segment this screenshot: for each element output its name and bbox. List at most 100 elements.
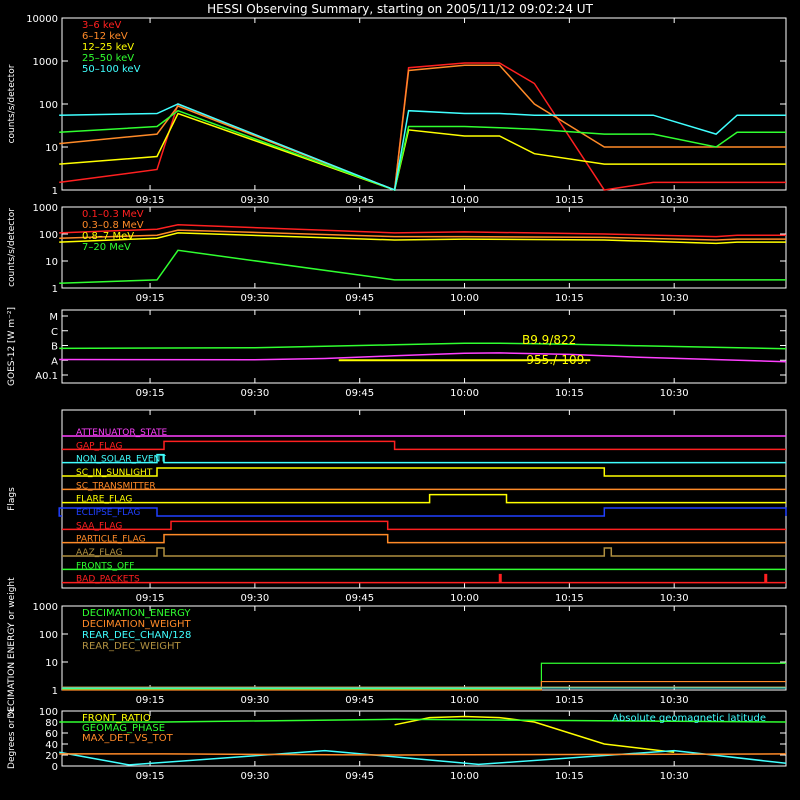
x-tick-label: 09:30 — [240, 771, 269, 782]
legend-entry: MAX_DET_VS_TOT — [82, 733, 174, 744]
y-tick-label: 1 — [52, 686, 58, 697]
y-tick-label: 10000 — [26, 14, 58, 25]
y-tick-label: 1000 — [33, 602, 58, 613]
legend-entry: Absolute geomagnetic latitude — [612, 713, 766, 724]
flag-line — [62, 467, 786, 477]
goes-line — [59, 342, 787, 350]
series-line — [59, 103, 786, 192]
y-axis-label: DECIMATION ENERGY or weight — [7, 577, 17, 719]
x-tick-label: 10:00 — [450, 388, 479, 399]
goes-annotation: B9.9/822 — [522, 333, 576, 347]
ratio-line — [59, 718, 787, 723]
legend-entry: 7–20 MeV — [82, 242, 131, 253]
y-tick-label: 100 — [39, 630, 58, 641]
legend-entry: FRONT_RATIO — [82, 713, 151, 724]
legend-entry: 0.1–0.3 MeV — [82, 209, 144, 220]
y-tick-label: 20 — [45, 751, 58, 762]
panel-low-energy: 09:15 09:30 09:45 10:00 10:15 10:30 counts/s/d… — [7, 14, 787, 206]
x-tick-label: 10:15 — [555, 388, 584, 399]
panel-goes: 09:15 09:30 09:45 10:00 10:15 10:30 GOES-12 [W… — [7, 307, 787, 399]
x-tick-label: 09:15 — [136, 593, 165, 604]
legend-entry: GEOMAG_PHASE — [82, 723, 165, 734]
y-axis-label: counts/s/detector — [7, 208, 17, 287]
legend-entry: 0.8–7 MeV — [82, 231, 134, 242]
panel-frame — [61, 409, 787, 589]
panel-high-energy: 09:15 09:30 09:45 10:00 10:15 10:30 counts/s/d… — [7, 203, 787, 304]
legend-entry: 50–100 keV — [82, 64, 141, 75]
flag-label: ATTENUATOR_STATE — [76, 428, 168, 438]
x-tick-label: 09:30 — [240, 593, 269, 604]
flag-label: ECLIPSE_FLAG — [76, 508, 140, 518]
x-tick-label: 09:30 — [240, 195, 269, 206]
x-tick-label: 10:00 — [450, 695, 479, 706]
flag-line — [62, 493, 786, 504]
panel-flags: 09:15 09:30 09:45 10:00 10:15 10:30 Flags ATTEN… — [7, 409, 787, 604]
x-tick-label: 10:15 — [555, 771, 584, 782]
x-tick-label: 09:15 — [136, 388, 165, 399]
flag-label: SC_IN_SUNLIGHT — [76, 468, 153, 478]
y-tick-label: A0.1 — [35, 371, 58, 382]
x-tick-label: 09:45 — [345, 195, 374, 206]
y-axis-label: Flags — [7, 487, 17, 511]
y-axis-label: GOES-12 [W m⁻²] — [7, 307, 17, 386]
x-tick-label: 09:15 — [136, 293, 165, 304]
flag-label: FLARE_FLAG — [76, 495, 132, 505]
flag-line — [62, 533, 786, 544]
y-axis-label: counts/s/detector — [7, 64, 17, 143]
series-line — [59, 229, 786, 241]
x-tick-label: 09:45 — [345, 293, 374, 304]
panel-frame — [61, 206, 787, 289]
x-tick-label: 10:15 — [555, 695, 584, 706]
y-tick-label: 10 — [45, 257, 58, 268]
x-tick-label: 09:45 — [345, 771, 374, 782]
x-tick-label: 10:30 — [660, 195, 689, 206]
legend-entry: 25–50 keV — [82, 53, 134, 64]
flag-line — [62, 573, 786, 584]
series-line — [59, 112, 786, 191]
x-tick-label: 09:30 — [240, 388, 269, 399]
flag-label: AAZ_FLAG — [76, 548, 123, 558]
y-tick-label: B — [51, 342, 58, 353]
x-tick-label: 10:00 — [450, 293, 479, 304]
series-line — [59, 249, 786, 284]
flag-line — [58, 507, 787, 517]
x-tick-label: 09:30 — [240, 293, 269, 304]
series-line — [59, 232, 786, 245]
y-tick-label: 1000 — [33, 57, 58, 68]
flag-label: PARTICLE_FLAG — [76, 535, 146, 545]
x-tick-label: 10:30 — [660, 593, 689, 604]
x-tick-label: 09:15 — [136, 695, 165, 706]
panel-decimation: 09:15 09:30 09:45 10:00 10:15 10:30 DECIMATION… — [7, 577, 787, 719]
flag-label: GAP_FLAG — [76, 441, 122, 451]
y-tick-label: 1 — [52, 284, 58, 295]
y-tick-label: C — [51, 327, 58, 338]
legend-entry: 3–6 keV — [82, 20, 121, 31]
y-tick-label: 10 — [45, 658, 58, 669]
x-tick-label: 10:00 — [450, 771, 479, 782]
x-tick-label: 10:30 — [660, 293, 689, 304]
panel-ratios: 09:15 09:30 09:45 10:00 10:15 10:30 Degrees or… — [7, 707, 787, 782]
y-axis-label: Degrees or % — [7, 708, 17, 769]
legend-entry: 6–12 keV — [82, 31, 128, 42]
y-tick-label: 100 — [39, 707, 58, 718]
legend-entry: REAR_DEC_CHAN/128 — [82, 630, 191, 641]
flag-label: BAD_PACKETS — [76, 575, 140, 585]
panel-frame — [61, 309, 787, 384]
x-tick-label: 09:45 — [345, 593, 374, 604]
decimation-weight-line — [62, 680, 786, 691]
y-tick-label: A — [51, 356, 58, 367]
x-tick-label: 10:30 — [660, 695, 689, 706]
flag-label: SC_TRANSMITTER — [76, 481, 156, 491]
legend-entry: 12–25 keV — [82, 42, 134, 53]
panels: 09:15 09:30 09:45 10:00 10:15 10:30 counts/s/d… — [7, 14, 787, 782]
x-tick-label: 10:30 — [660, 771, 689, 782]
flag-line — [62, 440, 786, 451]
y-tick-label: 80 — [45, 718, 58, 729]
x-tick-label: 10:00 — [450, 195, 479, 206]
legend-entry: 0.3–0.8 MeV — [82, 220, 144, 231]
x-tick-label: 10:15 — [555, 195, 584, 206]
flag-line — [62, 520, 786, 531]
y-tick-label: 60 — [45, 729, 58, 740]
goes-annotation: -955./-109. — [522, 353, 588, 367]
